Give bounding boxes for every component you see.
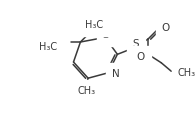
Text: S: S (103, 30, 109, 40)
Text: CH₃: CH₃ (177, 68, 196, 78)
Text: O: O (161, 23, 170, 33)
Text: O: O (137, 52, 145, 62)
Text: N: N (112, 69, 120, 79)
Text: CH₃: CH₃ (78, 86, 96, 96)
Text: H₃C: H₃C (39, 42, 57, 52)
Text: S: S (132, 39, 139, 49)
Text: H₃C: H₃C (85, 20, 103, 30)
